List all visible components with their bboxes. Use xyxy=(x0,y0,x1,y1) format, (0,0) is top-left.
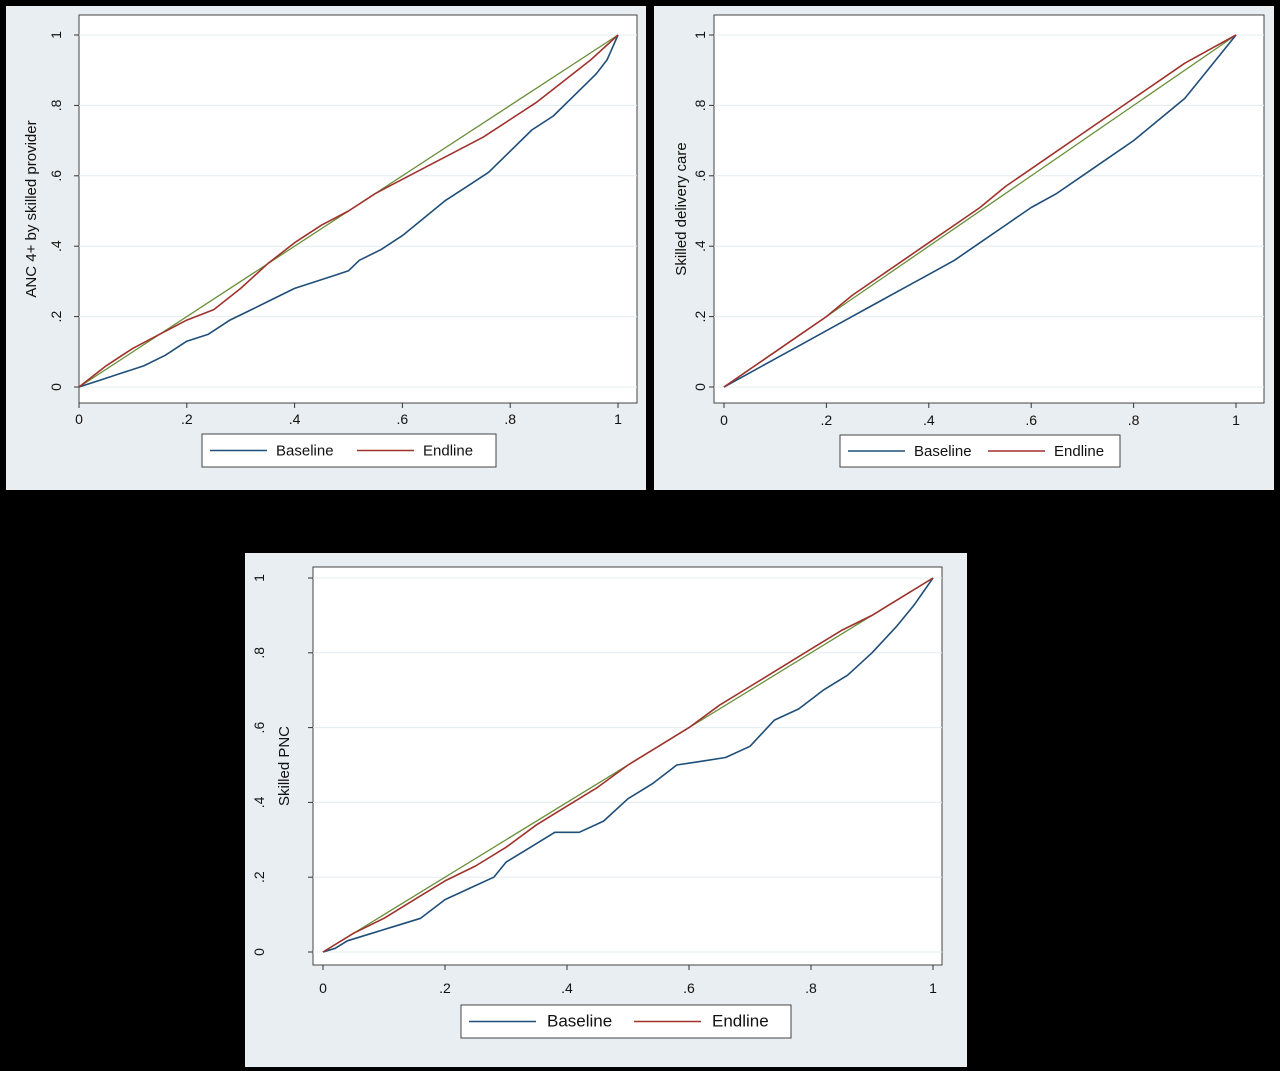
x-tick-label: 1 xyxy=(614,411,622,427)
series-line-baseline xyxy=(723,34,1237,388)
x-tick-label: 1 xyxy=(929,980,937,996)
y-tick-label: .4 xyxy=(48,240,64,252)
x-tick-label: .2 xyxy=(821,412,833,428)
x-tick-label: 0 xyxy=(319,980,327,996)
x-tick-label: .8 xyxy=(805,980,817,996)
y-tick-label: 0 xyxy=(251,948,267,956)
chart-panel-anc: 0 .2 .4 .6 .8 1 0 .2 .4 .6 .8 1 ANC 4+ by skilled pr… xyxy=(6,6,646,490)
y-tick-label: 1 xyxy=(251,574,267,582)
chart-svg-pnc: 0 .2 .4 .6 .8 1 0 .2 .4 .6 .8 1 Skilled PNC Baseline E… xyxy=(251,566,943,1039)
x-tick-label: .6 xyxy=(683,980,695,996)
x-tick-label: 0 xyxy=(720,412,728,428)
y-tick-label: 0 xyxy=(692,383,708,391)
series-line-endline xyxy=(78,34,619,388)
x-tick-label: .2 xyxy=(181,411,193,427)
legend-label-endline: Endline xyxy=(712,1012,769,1031)
chart-panel-pnc: 0 .2 .4 .6 .8 1 0 .2 .4 .6 .8 1 Skilled PNC Baseline E… xyxy=(245,553,967,1067)
y-tick-label: .6 xyxy=(48,170,64,182)
series-line-endline xyxy=(723,34,1237,388)
series-line-endline xyxy=(322,577,934,953)
legend-label-baseline: Baseline xyxy=(276,443,334,460)
x-tick-label: .4 xyxy=(561,980,573,996)
y-axis-label: ANC 4+ by skilled provider xyxy=(23,120,40,297)
y-tick-label: .4 xyxy=(251,796,267,808)
plot-area xyxy=(713,14,1265,404)
x-tick-label: .8 xyxy=(504,411,516,427)
series-line-baseline xyxy=(322,577,934,953)
x-tick-label: .6 xyxy=(397,411,409,427)
y-axis-label: Skilled delivery care xyxy=(673,142,690,275)
legend-label-baseline: Baseline xyxy=(547,1012,612,1031)
x-tick-label: .4 xyxy=(289,411,301,427)
y-axis-label: Skilled PNC xyxy=(276,726,293,806)
y-tick-label: .6 xyxy=(251,722,267,734)
x-tick-label: .4 xyxy=(923,412,935,428)
series-line-baseline xyxy=(78,34,619,388)
x-tick-label: .2 xyxy=(439,980,451,996)
y-tick-label: .4 xyxy=(692,240,708,252)
x-tick-label: .8 xyxy=(1128,412,1140,428)
y-tick-label: .8 xyxy=(692,99,708,111)
chart-svg-anc: 0 .2 .4 .6 .8 1 0 .2 .4 .6 .8 1 ANC 4+ by skilled pr… xyxy=(23,14,638,468)
x-tick-label: 0 xyxy=(75,411,83,427)
chart-svg-delivery: 0 .2 .4 .6 .8 1 0 .2 .4 .6 .8 1 Skilled delivery car… xyxy=(673,14,1265,468)
chart-panel-delivery: 0 .2 .4 .6 .8 1 0 .2 .4 .6 .8 1 Skilled delivery car… xyxy=(654,6,1274,490)
legend-label-endline: Endline xyxy=(1054,443,1104,460)
y-tick-label: .8 xyxy=(251,647,267,659)
y-tick-label: 1 xyxy=(692,31,708,39)
y-tick-label: .8 xyxy=(48,99,64,111)
y-tick-label: .2 xyxy=(48,311,64,323)
y-tick-label: .2 xyxy=(692,311,708,323)
y-tick-label: 1 xyxy=(48,31,64,39)
y-tick-label: .6 xyxy=(692,170,708,182)
legend-label-baseline: Baseline xyxy=(914,443,972,460)
y-tick-label: .2 xyxy=(251,871,267,883)
y-tick-label: 0 xyxy=(48,383,64,391)
plot-area xyxy=(78,14,638,404)
x-tick-label: 1 xyxy=(1232,412,1240,428)
legend-label-endline: Endline xyxy=(423,443,473,460)
x-tick-label: .6 xyxy=(1025,412,1037,428)
